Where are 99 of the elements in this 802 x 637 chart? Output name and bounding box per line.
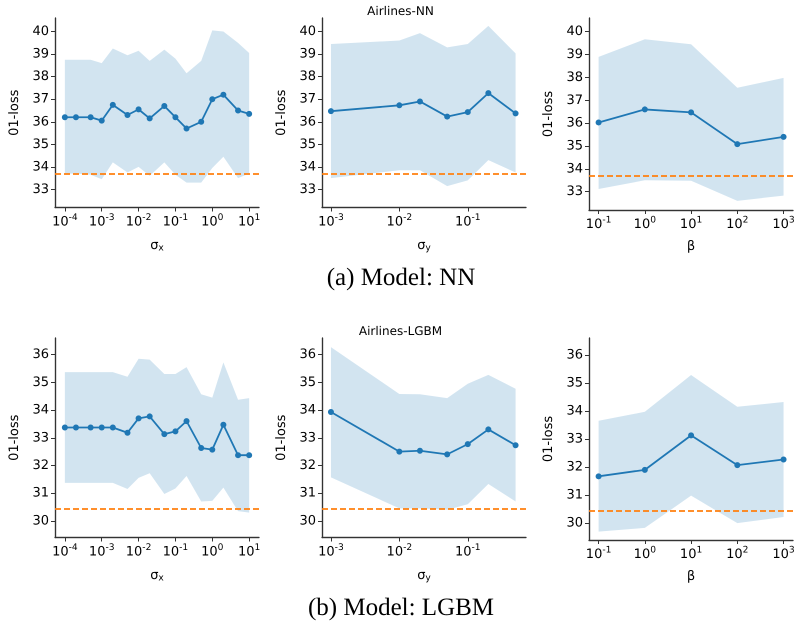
y-tick-label: 30 [32,513,49,528]
y-tick-label: 36 [32,347,49,362]
y-tick-label: 32 [566,460,583,475]
point [220,92,226,98]
x-axis-title: β [686,239,696,254]
point [72,114,79,120]
y-tick-label: 38 [32,69,49,84]
y-tick-label: 34 [299,159,316,174]
y-tick-label: 30 [299,513,316,528]
y-tick-label: 33 [32,182,49,197]
point [780,134,787,140]
point [734,462,740,468]
point [642,466,648,473]
point [172,114,178,120]
point [596,473,602,480]
point [88,114,94,120]
y-tick-label: 36 [566,116,583,131]
y-axis-title: 01-loss [541,90,556,138]
text: (b) Model: LGBM [306,593,496,623]
y-tick-label: 35 [299,374,316,390]
point [209,96,216,102]
point [688,109,694,116]
y-tick-label: 34 [32,402,49,418]
y-tick-label: 37 [32,92,49,107]
y-tick-label: 32 [299,458,316,473]
point [246,110,252,117]
y-tick-label: 34 [566,403,583,418]
y-tick-label: 33 [299,430,316,446]
y-tick-label: 36 [566,347,583,362]
y-tick-label: 30 [566,516,583,531]
point [88,424,94,430]
point [734,141,740,148]
y-tick-label: 33 [32,430,49,446]
point [172,428,178,434]
point [220,422,226,428]
point [110,424,116,430]
x-axis-title: β [686,569,696,584]
point [124,430,130,436]
point [184,418,190,424]
y-tick-label: 31 [32,486,49,501]
y-tick-label: 35 [299,136,316,152]
point [124,112,130,118]
y-tick-label: 37 [566,92,583,108]
point [161,102,168,109]
point [235,107,242,114]
point [246,452,252,458]
y-tick-label: 37 [299,92,316,107]
point [161,431,168,438]
point [198,118,204,125]
y-tick-label: 38 [299,69,316,84]
point [780,456,787,462]
point [136,415,142,422]
point [98,424,105,430]
y-tick-label: 31 [566,488,583,503]
y-axis-title: 01-loss [7,414,22,461]
y-tick-label: 35 [32,374,49,390]
y-axis-title: 01-loss [274,89,289,136]
y-tick-label: 35 [566,138,583,154]
point [72,424,79,430]
chart-title: Airlines-NN [367,4,434,18]
point [235,452,242,458]
y-tick-label: 39 [299,46,316,62]
chart-title: Airlines-LGBM [358,324,442,338]
point [688,432,694,438]
y-tick-label: 39 [32,46,49,62]
point [146,115,153,122]
point [209,446,216,453]
point [198,445,204,451]
point [642,106,648,112]
y-tick-label: 33 [299,182,316,197]
y-tick-label: 40 [299,24,316,40]
y-axis-title: 01-loss [7,89,22,136]
y-tick-label: 38 [566,70,583,85]
y-tick-label: 31 [299,486,316,501]
point [146,413,153,420]
y-tick-label: 34 [566,161,583,176]
y-tick-label: 34 [32,159,49,174]
y-tick-label: 33 [566,432,583,446]
y-axis-title: 01-loss [541,416,556,462]
text: (a) Model: NN [326,263,476,293]
point [98,118,105,124]
y-tick-label: 34 [299,402,316,418]
point [596,119,602,126]
y-tick-label: 35 [32,136,49,152]
y-tick-label: 36 [32,114,49,130]
point [110,102,116,108]
y-tick-label: 40 [32,24,49,40]
point [62,424,68,430]
y-tick-label: 32 [32,458,49,473]
y-tick-label: 36 [299,114,316,130]
y-tick-label: 33 [566,184,583,200]
y-tick-label: 39 [566,47,583,62]
y-tick-label: 36 [299,347,316,362]
y-axis-title: 01-loss [274,414,289,461]
point [136,106,142,112]
y-tick-label: 35 [566,375,583,390]
point [184,126,190,132]
y-tick-label: 40 [566,24,583,40]
point [62,114,68,120]
